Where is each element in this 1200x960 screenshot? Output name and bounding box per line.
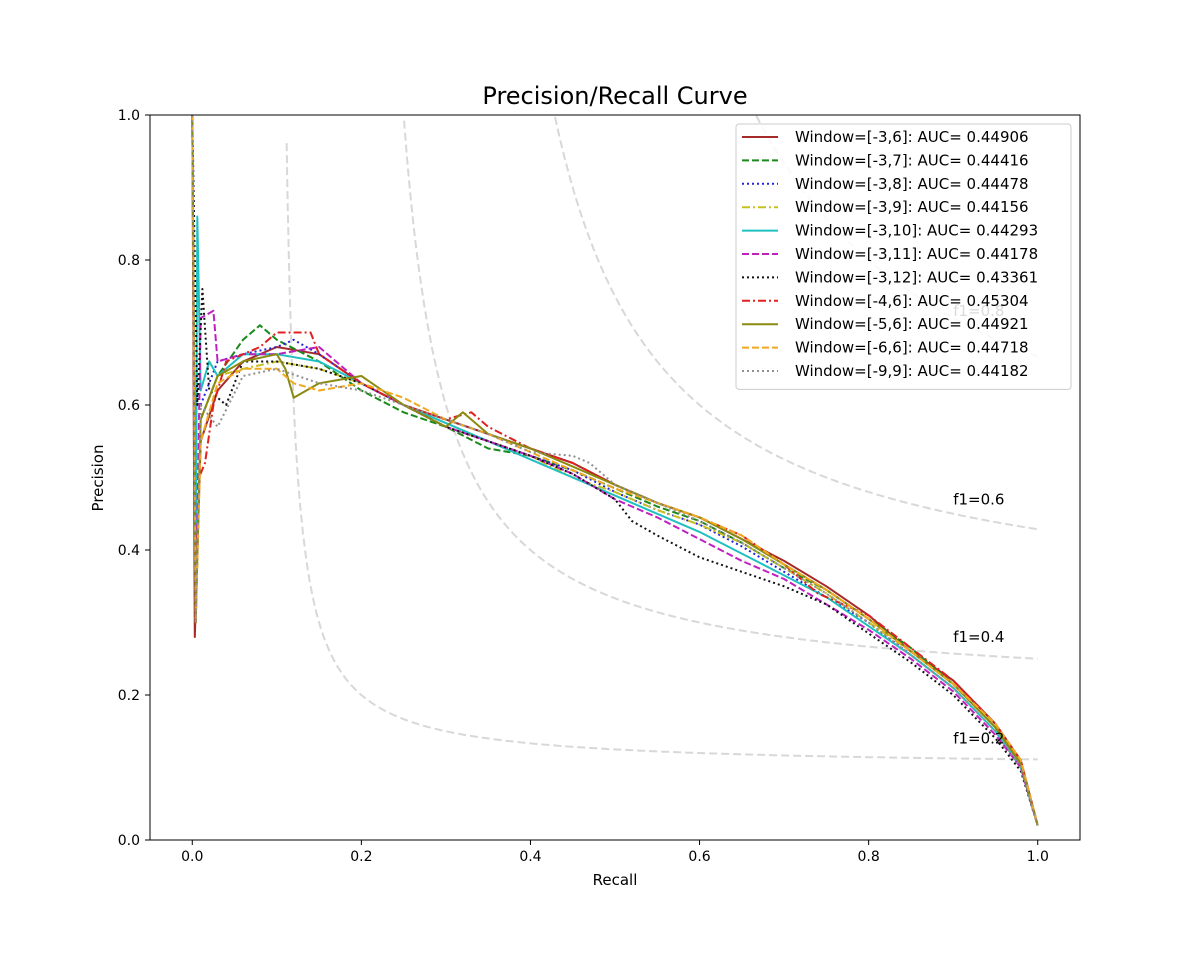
series-line [191, 115, 1039, 826]
x-tick-label: 0.0 [181, 849, 203, 865]
y-tick-label: 0.4 [118, 543, 140, 559]
legend-entry: Window=[-3,10]: AUC= 0.44293 [795, 222, 1038, 240]
iso-f1-curve [403, 120, 1038, 660]
x-tick-label: 1.0 [1027, 849, 1049, 865]
series-lines [191, 115, 1039, 826]
x-tick-label: 0.2 [350, 849, 372, 865]
x-tick-label: 0.4 [519, 849, 541, 865]
legend-entry: Window=[-3,11]: AUC= 0.44178 [795, 245, 1038, 263]
y-tick-label: 0.0 [118, 833, 140, 849]
y-tick-label: 1.0 [118, 108, 140, 124]
y-axis-label: Precision [89, 445, 107, 512]
y-tick-label: 0.8 [118, 253, 140, 269]
legend-entry: Window=[-3,7]: AUC= 0.44416 [795, 151, 1029, 169]
legend-entry: Window=[-6,6]: AUC= 0.44718 [795, 339, 1029, 357]
y-axis-ticks: 0.0 0.2 0.4 0.6 0.8 1.0 [118, 108, 150, 849]
iso-f1-label: f1=0.2 [953, 730, 1004, 748]
legend-entry: Window=[-9,9]: AUC= 0.44182 [795, 362, 1029, 380]
x-axis-ticks: 0.0 0.2 0.4 0.6 0.8 1.0 [181, 840, 1049, 865]
series-line [191, 115, 1039, 826]
legend-entry: Window=[-3,8]: AUC= 0.44478 [795, 175, 1029, 193]
legend-entry: Window=[-3,12]: AUC= 0.43361 [795, 268, 1038, 286]
chart-title: Precision/Recall Curve [482, 82, 747, 110]
legend-entry: Window=[-3,6]: AUC= 0.44906 [795, 128, 1029, 146]
series-line [191, 115, 1039, 826]
x-axis-label: Recall [593, 871, 638, 889]
plot-frame [149, 114, 1081, 841]
x-tick-label: 0.8 [858, 849, 880, 865]
legend: Window=[-3,6]: AUC= 0.44906 Window=[-3,7]… [735, 123, 1072, 390]
series-line [191, 115, 1039, 826]
y-tick-label: 0.2 [118, 688, 140, 704]
series-line [191, 115, 1039, 826]
legend-entry: Window=[-4,6]: AUC= 0.45304 [795, 292, 1029, 310]
legend-entry: Window=[-3,9]: AUC= 0.44156 [795, 198, 1029, 216]
iso-f1-curve [554, 116, 1038, 531]
iso-f1-label: f1=0.6 [953, 490, 1004, 508]
iso-f1-curve [285, 143, 1038, 761]
legend-entry: Window=[-5,6]: AUC= 0.44921 [795, 315, 1029, 333]
y-tick-label: 0.6 [118, 398, 140, 414]
iso-f1-label: f1=0.4 [953, 628, 1004, 646]
legend-box [735, 123, 1072, 390]
x-tick-label: 0.6 [688, 849, 710, 865]
